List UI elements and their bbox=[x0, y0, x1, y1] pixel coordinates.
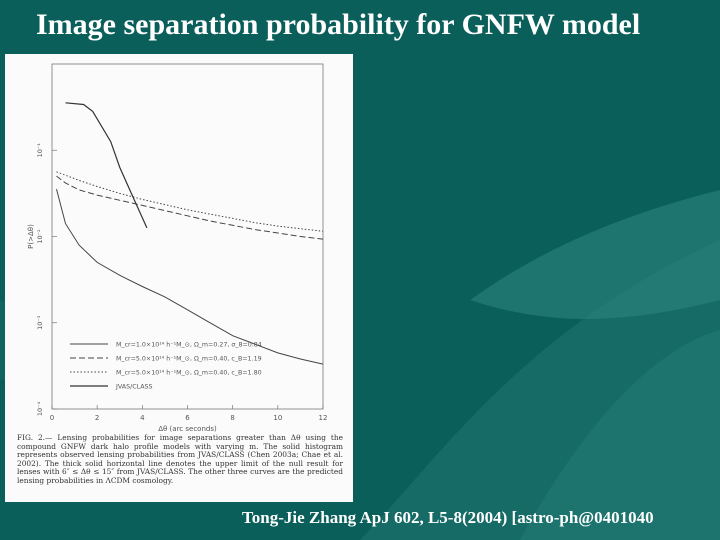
y-tick-label: 10⁻² bbox=[36, 229, 44, 244]
series-line-3 bbox=[56, 171, 324, 232]
y-axis-label: P(>Δθ) bbox=[27, 224, 35, 249]
background-wave-shape bbox=[520, 330, 720, 540]
figure-panel: 0 2 4 6 8 10 12 10⁻¹ 10⁻² 10⁻³ 10⁻⁴ Δθ (arc seconds… bbox=[5, 54, 353, 502]
x-tick-label: 6 bbox=[185, 414, 190, 422]
x-tick-label: 8 bbox=[230, 414, 234, 422]
x-tick-label: 10 bbox=[273, 414, 282, 422]
x-tick-label: 12 bbox=[319, 414, 328, 422]
slide-title: Image separation probability for GNFW mo… bbox=[36, 8, 641, 41]
legend-entry: M_cr=5.0×10¹⁴ h⁻¹M_⊙, Ω_m=0.40, c_B=1.19 bbox=[116, 356, 262, 363]
x-tick-label: 0 bbox=[50, 414, 54, 422]
y-tick-label: 10⁻³ bbox=[36, 315, 44, 330]
x-axis-label: Δθ (arc seconds) bbox=[158, 425, 217, 433]
legend-entry: M_cr=5.0×10¹⁴ h⁻¹M_⊙, Ω_m=0.40, c_B=1.80 bbox=[116, 370, 262, 377]
background-wave-shape bbox=[470, 190, 720, 319]
y-tick-label: 10⁻¹ bbox=[36, 143, 44, 158]
series-line-1 bbox=[56, 188, 324, 365]
x-tick-label: 4 bbox=[140, 414, 145, 422]
y-tick-label: 10⁻⁴ bbox=[36, 401, 44, 416]
x-tick-label: 2 bbox=[95, 414, 99, 422]
probability-chart: 0 2 4 6 8 10 12 10⁻¹ 10⁻² 10⁻³ 10⁻⁴ Δθ (arc seconds… bbox=[27, 63, 328, 433]
figure-caption: FIG. 2.— Lensing probabilities for image… bbox=[17, 433, 343, 485]
legend-entry: JVAS/CLASS bbox=[115, 384, 153, 391]
legend-entry: M_cr=1.0×10¹⁴ h⁻¹M_⊙, Ω_m=0.27, σ_8=0.84 bbox=[116, 342, 262, 349]
series-line-4 bbox=[65, 102, 148, 229]
series-line-2 bbox=[56, 175, 324, 240]
citation: Tong-Jie Zhang ApJ 602, L5-8(2004) [astr… bbox=[242, 508, 654, 527]
